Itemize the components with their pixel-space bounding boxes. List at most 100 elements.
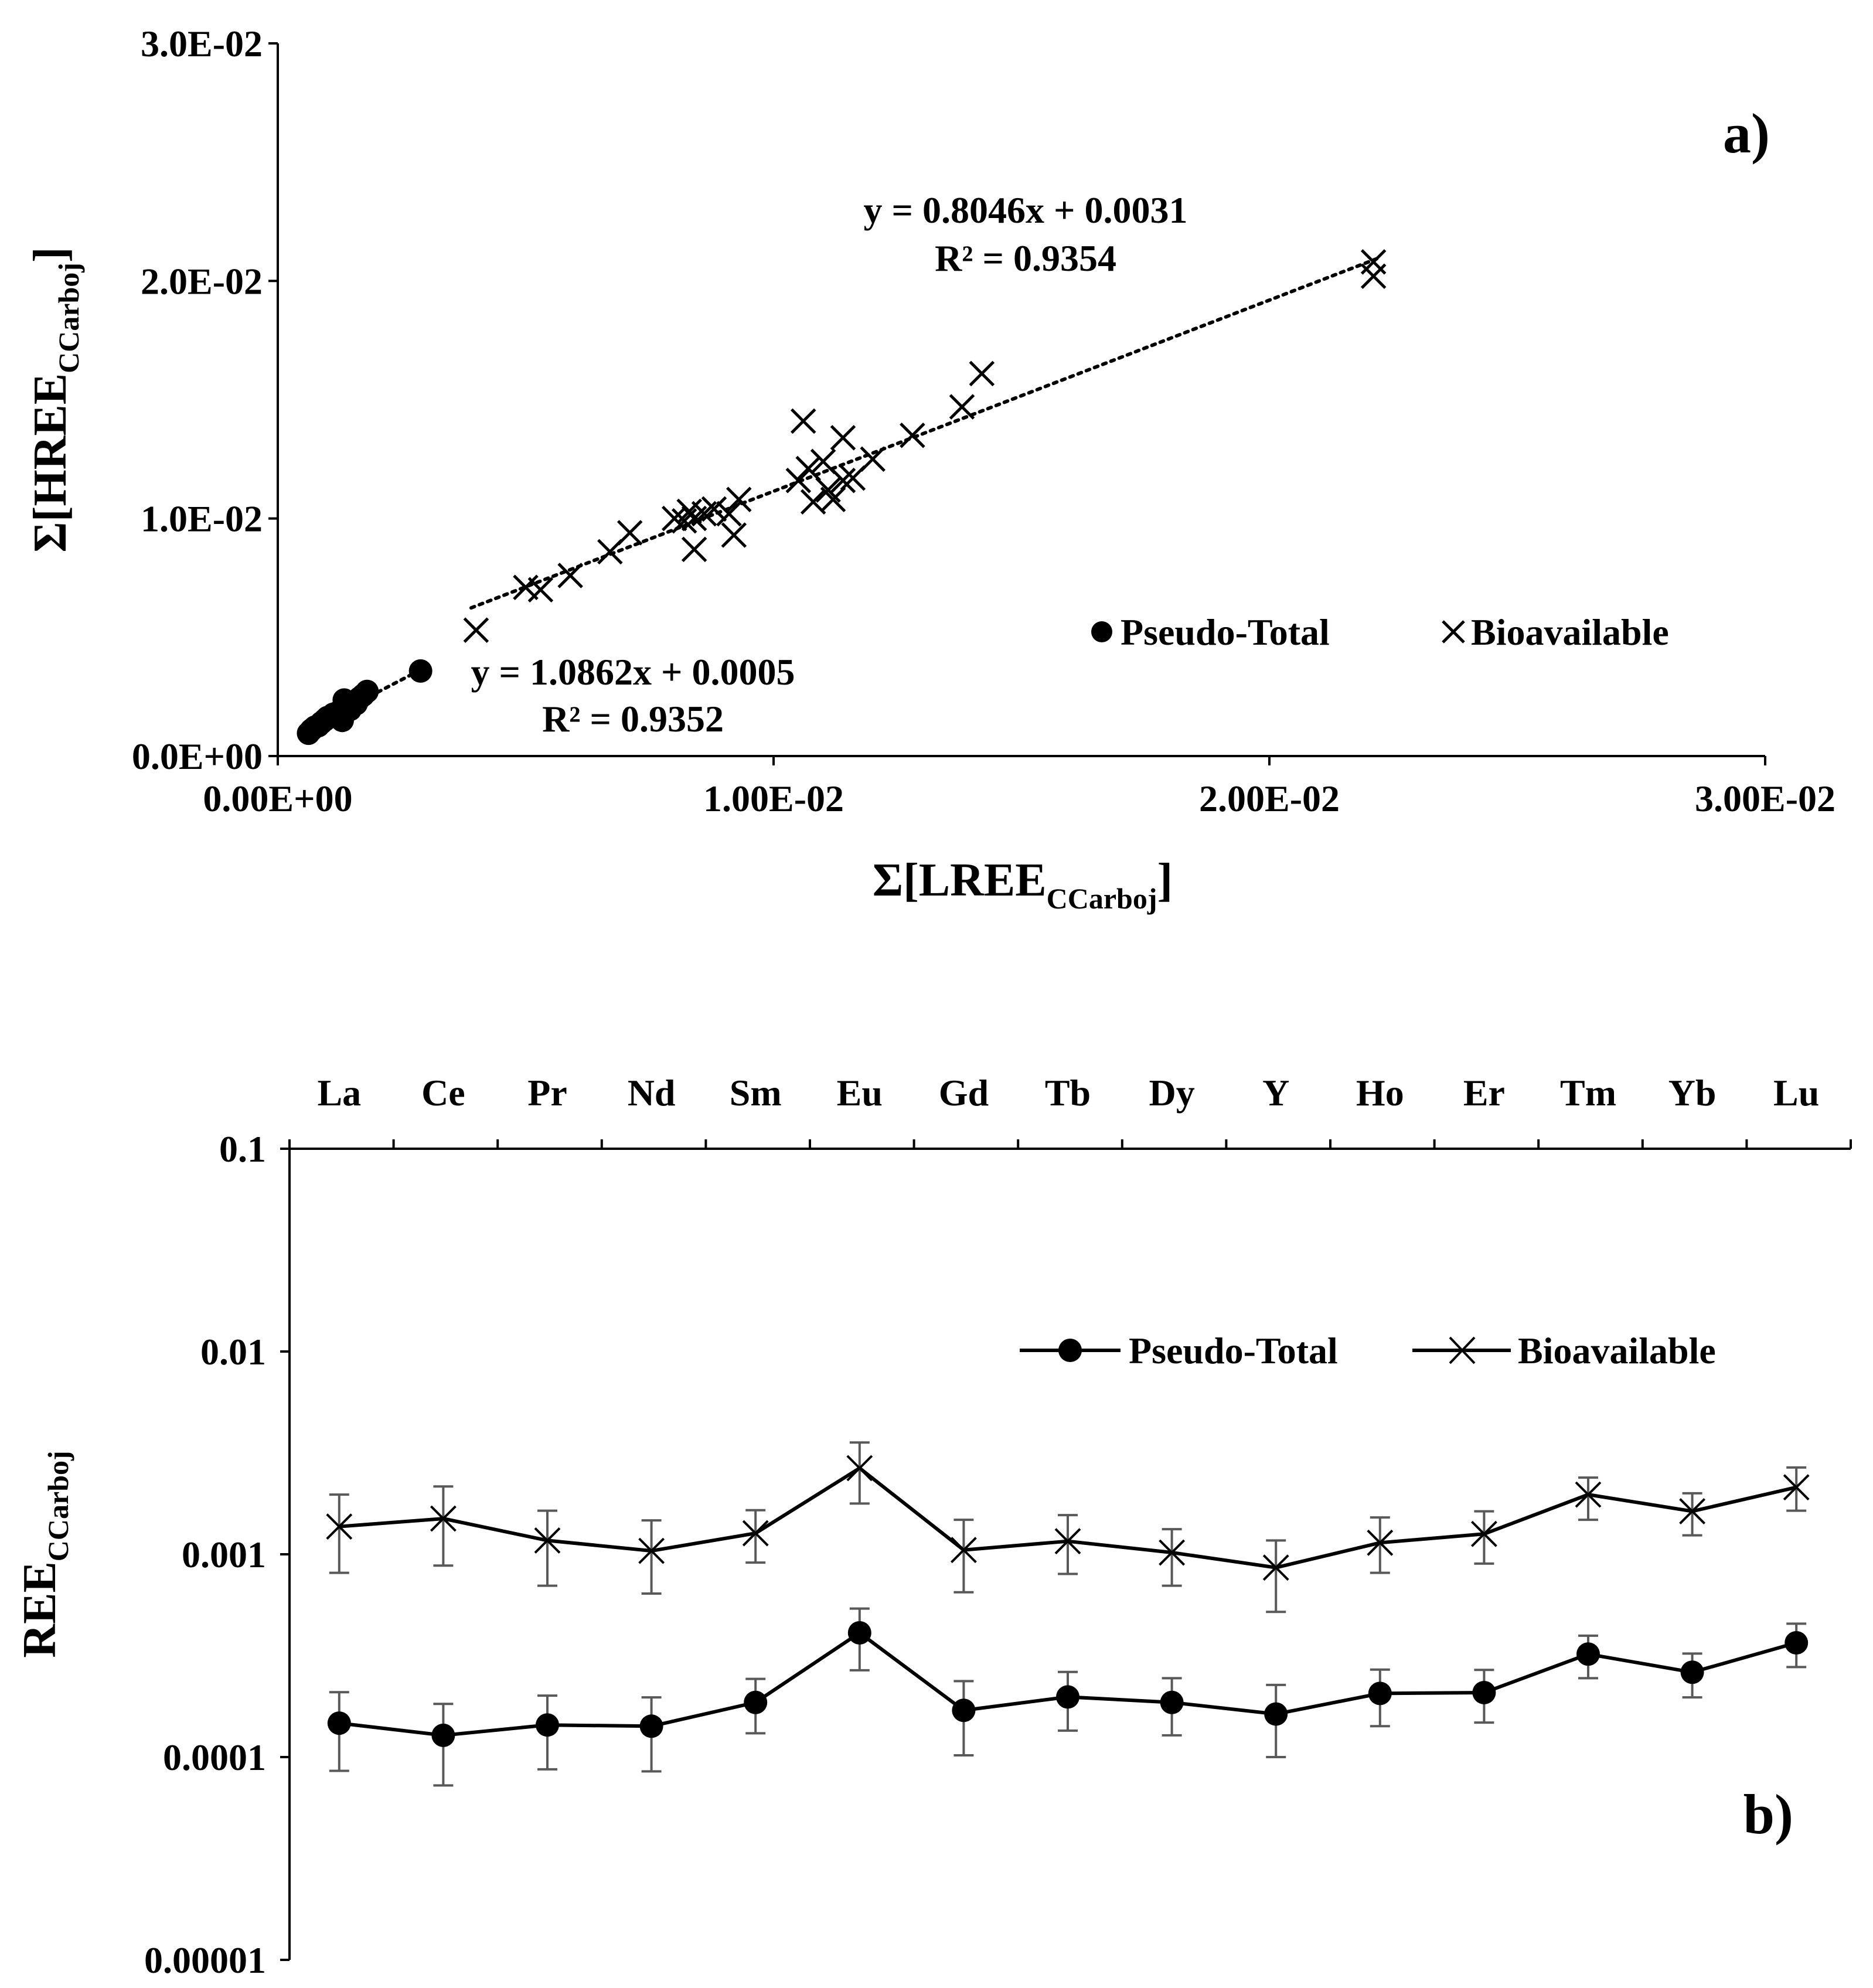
- pseudo-total-point: [1680, 1660, 1704, 1684]
- panel-b-line: 0.00001 0.0001 0.001 0.01 0.1 La Ce Pr Nd Sm Eu Gd T…: [14, 1072, 1852, 1981]
- bioavailable-point-stroke-b: [1679, 1498, 1706, 1524]
- panel-a-trendlines: [305, 256, 1381, 731]
- category-label-ce: Ce: [421, 1072, 465, 1114]
- bioavailable-point-stroke-b: [830, 425, 856, 451]
- bioavailable-point-stroke-b: [326, 1513, 353, 1540]
- bioavailable-point-stroke-b: [949, 394, 975, 420]
- legend-a-bio-marker: [1442, 620, 1465, 644]
- panel-a-y-tick-label: 0.0E+00: [132, 736, 263, 777]
- legend-b-bio-marker: [1449, 1336, 1476, 1364]
- panel-a-scatter: 0.00E+00 1.00E-02 2.00E-02 3.00E-02 0.0E+00 1…: [25, 23, 1835, 915]
- bio-trend-r2: R² = 0.9354: [935, 237, 1116, 279]
- panel-b-tag: b): [1743, 1783, 1793, 1846]
- bio-trend-equation: y = 0.8046x + 0.0031: [864, 189, 1188, 231]
- bioavailable-point: [1679, 1498, 1706, 1524]
- bioavailable-point-stroke-b: [721, 522, 747, 548]
- legend-b-pseudo-label: Pseudo-Total: [1129, 1330, 1338, 1371]
- bioavailable-point-stroke-b: [430, 1505, 457, 1532]
- panel-a-x-tick-label: 1.00E-02: [703, 778, 844, 819]
- legend-a-bio-label: Bioavailable: [1471, 611, 1669, 653]
- pseudo-total-point: [1472, 1680, 1496, 1704]
- pseudo-total-point: [1056, 1685, 1079, 1709]
- bioavailable-error-bar: [1786, 1466, 1807, 1512]
- bioavailable-point-stroke-b: [1575, 1481, 1602, 1508]
- bioavailable-error-bar: [537, 1509, 557, 1587]
- bioavailable-error-bar: [433, 1485, 454, 1567]
- bioavailable-point: [1575, 1481, 1602, 1508]
- category-label-tm: Tm: [1560, 1072, 1616, 1114]
- bioavailable-error-bar: [1162, 1528, 1182, 1587]
- pseudo-total-point: [1368, 1681, 1392, 1706]
- bioavailable-point: [527, 577, 554, 603]
- bioavailable-point-stroke-b: [676, 498, 702, 525]
- category-label-gd: Gd: [939, 1072, 989, 1114]
- panel-a-y-tick-label: 1.0E-02: [141, 498, 263, 540]
- bioavailable-point-stroke-b: [820, 486, 846, 513]
- bioavailable-point: [701, 496, 727, 522]
- bioavailable-point: [969, 360, 995, 387]
- pseudo-total-point: [847, 1621, 871, 1645]
- pseudo-total-point: [355, 679, 379, 703]
- pseudo-total-point: [327, 1711, 351, 1735]
- bio-trendline: [469, 256, 1381, 610]
- bioavailable-point-stroke-b: [815, 477, 841, 503]
- bioavailable-point: [949, 394, 975, 420]
- bioavailable-error-bar: [1058, 1514, 1078, 1575]
- bioavailable-error-bar: [1682, 1492, 1702, 1537]
- panel-a-axes: [277, 43, 1765, 757]
- bioavailable-error-bar: [745, 1509, 766, 1564]
- bioavailable-point: [1159, 1539, 1186, 1566]
- bioavailable-error-bar: [1370, 1516, 1390, 1574]
- bioavailable-point: [1360, 263, 1387, 289]
- bioavailable-point: [860, 446, 886, 472]
- pseudo-total-point: [952, 1698, 976, 1723]
- bioavailable-point: [795, 455, 821, 482]
- panel-a-y-tick-label: 2.0E-02: [141, 260, 263, 302]
- panel-b-y-tick-label: 0.0001: [163, 1737, 266, 1778]
- bioavailable-point: [1470, 1520, 1497, 1547]
- pseudo-total-point: [1576, 1642, 1600, 1666]
- bioavailable-point: [721, 522, 747, 548]
- category-label-sm: Sm: [730, 1072, 782, 1114]
- bioavailable-point-stroke-b: [810, 448, 836, 475]
- bioavailable-point: [1054, 1528, 1081, 1555]
- bioavailable-point-stroke-b: [681, 536, 707, 563]
- bioavailable-point: [1262, 1554, 1289, 1581]
- panel-b-y-tick-label: 0.001: [182, 1534, 266, 1575]
- bioavailable-point-stroke-b: [950, 1537, 977, 1564]
- bioavailable-point: [742, 1520, 769, 1547]
- category-label-la: La: [317, 1072, 361, 1114]
- category-label-y: Y: [1262, 1072, 1289, 1114]
- bioavailable-point-stroke-b: [527, 577, 554, 603]
- bioavailable-point: [790, 408, 816, 434]
- bioavailable-point: [1783, 1474, 1810, 1501]
- panel-b-y-tick-label: 0.1: [219, 1128, 266, 1170]
- bioavailable-point: [534, 1527, 561, 1554]
- panel-a-x-tick-label: 2.00E-02: [1199, 778, 1340, 819]
- legend-a-pseudo-label: Pseudo-Total: [1121, 611, 1330, 653]
- bioavailable-point: [557, 563, 583, 588]
- bioavailable-point-stroke-b: [557, 563, 583, 588]
- bioavailable-error-bar: [1578, 1476, 1598, 1521]
- bioavailable-point: [326, 1513, 353, 1540]
- bioavailable-point-stroke-b: [701, 496, 727, 522]
- bioavailable-point-stroke-b: [1367, 1529, 1394, 1556]
- bioavailable-point: [463, 617, 489, 643]
- category-label-nd: Nd: [628, 1072, 676, 1114]
- bioavailable-error-bar: [849, 1441, 870, 1505]
- bioavailable-point-stroke-b: [830, 468, 856, 493]
- bioavailable-error-bar: [641, 1519, 662, 1595]
- panel-b-ticks: 0.00001 0.0001 0.001 0.01 0.1 La Ce Pr Nd Sm Eu Gd T…: [144, 1072, 1852, 1981]
- bioavailable-point-stroke-b: [513, 574, 539, 600]
- bioavailable-point: [681, 536, 707, 563]
- legend-a-pseudo-marker: [1091, 621, 1112, 642]
- bioavailable-point: [830, 425, 856, 451]
- category-label-yb: Yb: [1668, 1072, 1717, 1114]
- bioavailable-point: [820, 486, 846, 513]
- pseudo-total-point: [1264, 1702, 1288, 1726]
- category-label-pr: Pr: [527, 1072, 567, 1114]
- panel-a-legend: Pseudo-Total Bioavailable: [1091, 611, 1669, 653]
- bioavailable-error-bar: [329, 1493, 349, 1574]
- bioavailable-point-stroke-b: [860, 446, 886, 472]
- bioavailable-point: [430, 1505, 457, 1532]
